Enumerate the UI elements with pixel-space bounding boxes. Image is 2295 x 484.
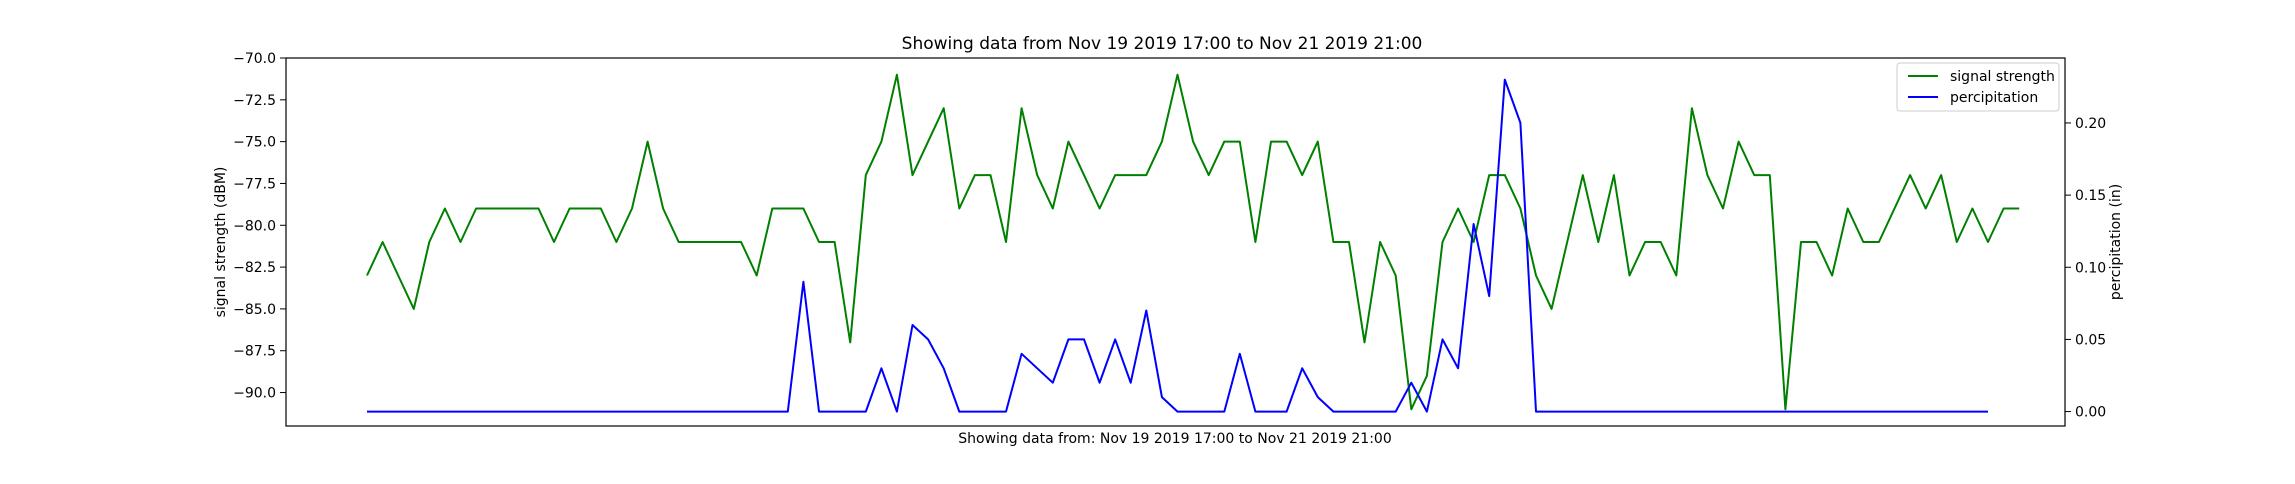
legend-label-signal-strength: signal strength xyxy=(1950,69,2055,85)
y2-tick-label: 0.15 xyxy=(2075,188,2106,204)
y-tick-label: −87.5 xyxy=(233,344,276,360)
right-y-axis: 0.00 0.05 0.10 0.15 0.20 xyxy=(2065,116,2106,421)
y2-axis-label: percipitation (in) xyxy=(2108,184,2124,300)
x-axis-label: Showing data from: Nov 19 2019 17:00 to … xyxy=(958,431,1392,447)
y-tick-label: −85.0 xyxy=(233,302,276,318)
y-tick-label: −77.5 xyxy=(233,176,276,192)
y-axis-label: signal strength (dBM) xyxy=(213,167,229,318)
y-tick-label: −80.0 xyxy=(233,218,276,234)
y-tick-label: −82.5 xyxy=(233,260,276,276)
y-tick-label: −72.5 xyxy=(233,93,276,109)
legend: signal strength percipitation xyxy=(1896,62,2060,112)
y-tick-label: −75.0 xyxy=(233,135,276,151)
left-y-axis: −70.0 −72.5 −75.0 −77.5 −80.0 −82.5 −85.0 −87.5… xyxy=(233,51,286,402)
y-tick-label: −90.0 xyxy=(233,386,276,402)
legend-label-percipitation: percipitation xyxy=(1950,90,2038,106)
series-line-percipitation xyxy=(367,78,1988,413)
y-tick-label: −70.0 xyxy=(233,51,276,67)
chart-title: Showing data from Nov 19 2019 17:00 to N… xyxy=(902,34,1423,54)
y2-tick-label: 0.00 xyxy=(2075,405,2106,421)
series-layer xyxy=(366,73,2020,413)
plot-frame xyxy=(285,57,2066,427)
series-line-signal-strength xyxy=(366,73,2020,411)
y2-tick-label: 0.05 xyxy=(2075,332,2106,348)
y2-tick-label: 0.10 xyxy=(2075,260,2106,276)
y2-tick-label: 0.20 xyxy=(2075,116,2106,132)
